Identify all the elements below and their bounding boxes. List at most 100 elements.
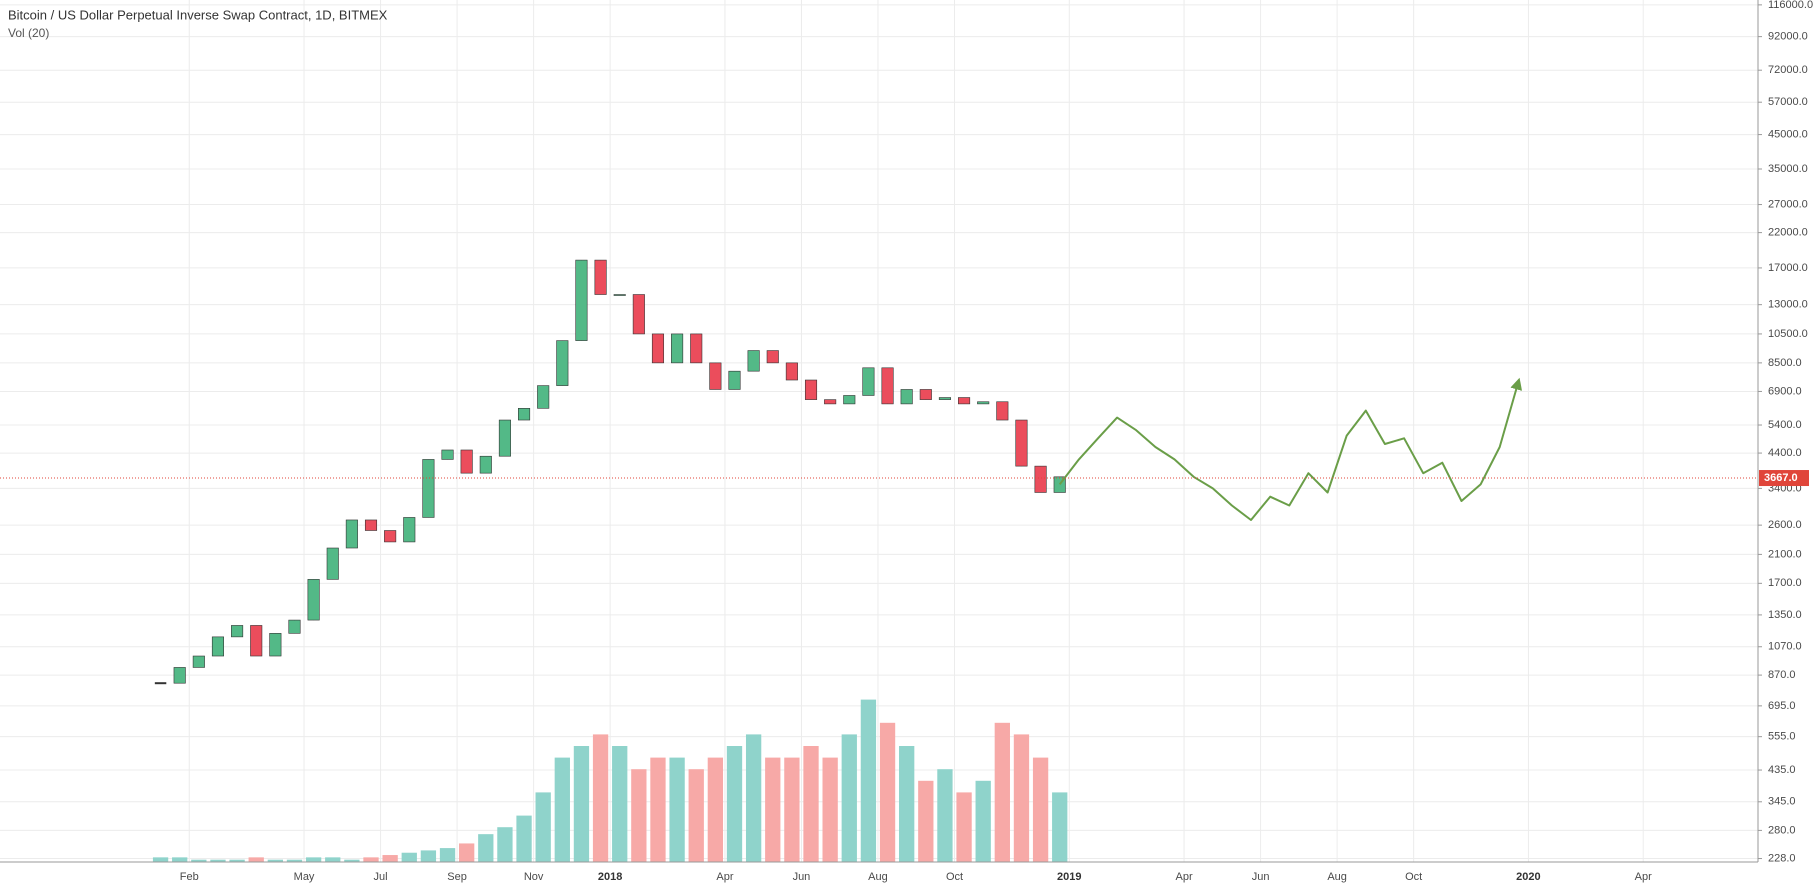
candle	[345, 519, 358, 549]
x-tick-label: Oct	[946, 871, 963, 883]
grid	[0, 0, 1758, 862]
volume-bar	[401, 852, 417, 862]
candle	[594, 259, 607, 295]
x-tick-label: Jun	[1252, 871, 1270, 883]
chart-title: Bitcoin / US Dollar Perpetual Inverse Sw…	[8, 7, 388, 22]
volume-bar	[822, 757, 838, 862]
x-tick-label: Feb	[180, 871, 199, 883]
volume-bar	[918, 780, 934, 862]
volume-bar	[803, 746, 819, 862]
candle	[671, 333, 684, 364]
x-tick-label: Apr	[1635, 871, 1652, 883]
y-tick-label: 2100.0	[1768, 548, 1802, 560]
y-tick-label: 345.0	[1768, 796, 1796, 808]
candle	[211, 636, 224, 657]
candle	[938, 397, 951, 400]
y-tick-label: 870.0	[1768, 669, 1796, 681]
candle	[996, 401, 1009, 421]
y-tick-label: 1350.0	[1768, 609, 1802, 621]
volume-bar	[439, 848, 456, 862]
volume-bar	[325, 857, 341, 862]
x-tick-label: Apr	[716, 871, 733, 883]
y-tick-label: 13000.0	[1768, 299, 1808, 311]
candle	[518, 408, 531, 421]
volume-bar	[669, 757, 685, 862]
volume-bar	[535, 792, 551, 862]
candle	[804, 379, 818, 400]
candle	[575, 259, 588, 341]
y-tick-label: 4400.0	[1768, 447, 1802, 459]
last-price-label: 3667.0	[1764, 472, 1798, 484]
volume-bar	[554, 757, 570, 862]
volume-bar	[784, 757, 800, 862]
y-tick-label: 695.0	[1768, 700, 1796, 712]
volume-bar	[631, 769, 647, 862]
volume-bar	[860, 699, 877, 862]
candle	[728, 370, 741, 390]
candle	[537, 385, 550, 409]
volume-bar	[459, 843, 475, 862]
volume-bar	[765, 757, 781, 862]
candle	[824, 399, 837, 405]
candle	[384, 530, 397, 543]
volume-bar	[172, 857, 188, 862]
candle	[422, 459, 435, 518]
candle	[250, 625, 263, 657]
candle	[192, 655, 205, 668]
candle	[977, 401, 990, 405]
y-tick-label: 5400.0	[1768, 419, 1802, 431]
y-tick-label: 6900.0	[1768, 385, 1802, 397]
candle	[479, 455, 492, 474]
x-tick-label: Nov	[524, 871, 544, 883]
y-tick-label: 35000.0	[1768, 163, 1808, 175]
y-tick-label: 57000.0	[1768, 96, 1808, 108]
price-pane	[154, 259, 1523, 685]
candle	[403, 517, 416, 543]
candle	[632, 294, 645, 335]
volume-bar	[650, 757, 666, 862]
y-tick-label: 1700.0	[1768, 577, 1802, 589]
volume-bar	[478, 834, 494, 862]
candle	[269, 633, 282, 657]
y-tick-label: 72000.0	[1768, 64, 1808, 76]
candle	[843, 395, 856, 405]
volume-bar	[975, 780, 991, 862]
volume-bar	[267, 859, 284, 862]
x-tick-label: Aug	[868, 871, 888, 883]
volume-bar	[229, 859, 245, 862]
volume-bar	[956, 792, 972, 862]
volume-bar	[688, 769, 704, 862]
candle	[958, 397, 971, 405]
y-tick-label: 8500.0	[1768, 357, 1802, 369]
volume-bar	[344, 859, 360, 862]
volume-bar	[745, 734, 762, 862]
x-tick-label: 2018	[598, 871, 622, 883]
x-tick-label: May	[294, 871, 315, 883]
x-tick-label: Jul	[374, 871, 388, 883]
y-tick-label: 17000.0	[1768, 262, 1808, 274]
y-tick-label: 1070.0	[1768, 641, 1802, 653]
candle	[173, 667, 186, 684]
x-tick-label: 2020	[1516, 871, 1540, 883]
y-tick-label: 10500.0	[1768, 328, 1808, 340]
volume-bar	[248, 857, 264, 862]
volume-bar	[573, 746, 590, 862]
candle	[231, 625, 244, 638]
volume-bar	[305, 857, 322, 862]
x-tick-label: 2019	[1057, 871, 1081, 883]
y-tick-label: 228.0	[1768, 852, 1796, 864]
y-tick-label: 435.0	[1768, 764, 1796, 776]
volume-bar	[363, 857, 379, 862]
volume-bar	[516, 815, 532, 862]
candle	[709, 362, 722, 390]
y-tick-label: 45000.0	[1768, 128, 1808, 140]
y-tick-label: 280.0	[1768, 824, 1796, 836]
candle	[690, 333, 703, 364]
candle	[881, 367, 894, 405]
volume-bar	[612, 746, 628, 862]
volume-bar	[286, 859, 303, 862]
volume-bar	[152, 857, 169, 862]
volume-bar	[210, 859, 226, 862]
